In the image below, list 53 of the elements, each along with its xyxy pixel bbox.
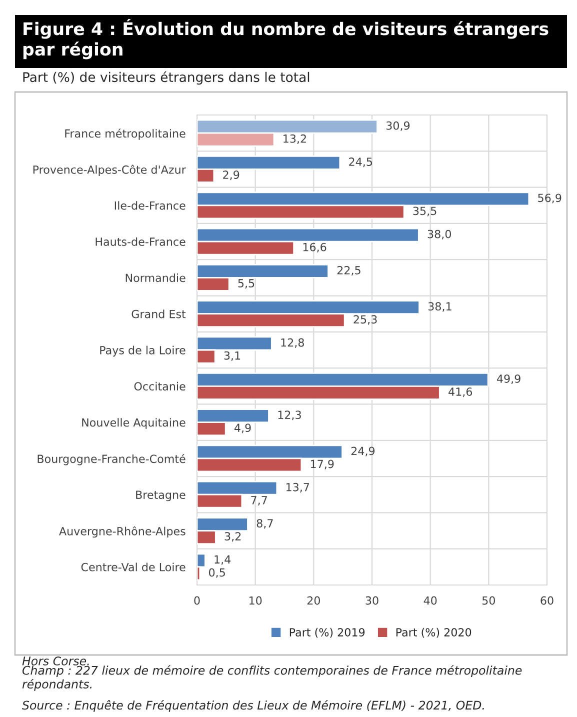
x-tick-label: 20 <box>307 596 320 605</box>
y-tick-label: Pays de la Loire <box>100 346 186 357</box>
x-tick-label: 10 <box>249 596 262 605</box>
y-tick-label: France métropolitaine <box>65 128 186 140</box>
text: Hors Corse. <box>22 656 89 666</box>
y-tick-label: Bretagne <box>136 490 186 502</box>
x-tick-label: 50 <box>482 596 495 605</box>
x-tick-label: 30 <box>366 596 378 605</box>
source-note: Source : Enquête de Fréquentation des Lieux de Mémoire (EFLM) - 2021, OED. <box>22 700 484 712</box>
data-label: 56,9 <box>538 194 562 204</box>
x-tick-label: 0 <box>194 596 200 605</box>
data-label: 38,1 <box>428 302 452 312</box>
legend-label: Part (%) 2020 <box>396 628 472 638</box>
data-label: 17,9 <box>310 460 334 470</box>
data-label: 13,2 <box>284 134 306 144</box>
data-label: 2,9 <box>223 170 240 180</box>
data-label: 49,9 <box>496 374 520 384</box>
data-label: 25,3 <box>354 315 377 325</box>
y-tick-label: Hauts-de-France <box>96 237 186 246</box>
x-tick-label: 60 <box>540 596 554 605</box>
data-label: 4,9 <box>234 424 251 434</box>
data-label: 7,7 <box>251 496 267 506</box>
y-tick-label: Grand Est <box>132 310 186 318</box>
data-label: 5,5 <box>238 279 254 289</box>
data-label: 1,4 <box>214 555 231 565</box>
y-tick-label: Bourgogne-Franche-Comté <box>38 454 186 466</box>
x-tick-label: 40 <box>424 596 437 605</box>
y-tick-label: Auvergne-Rhône-Alpes <box>59 526 186 538</box>
data-label: 24,5 <box>349 158 372 168</box>
y-tick-label: Nouvelle Aquitaine <box>82 418 186 429</box>
y-tick-label: Occitanie <box>134 382 186 391</box>
legend-label: Part (%) 2019 <box>290 628 365 638</box>
data-label: 38,0 <box>428 230 451 240</box>
y-tick-label: Normandie <box>126 273 186 282</box>
data-label: 12,3 <box>278 410 301 420</box>
data-label: 3,2 <box>224 532 241 542</box>
data-label: 0,5 <box>208 568 225 578</box>
chart-title: Figure 4 : Évolution du nombre de visiteurs étrangers par région <box>23 19 548 60</box>
data-label: 3,1 <box>224 351 240 361</box>
data-label: 13,7 <box>286 482 310 492</box>
y-tick-label: Centre-Val de Loire <box>81 562 186 572</box>
y-tick-label: Provence-Alpes-Côte d'Azur <box>33 164 186 176</box>
y-tick-label: Ile-de-France <box>114 201 186 210</box>
data-label: 30,9 <box>386 121 410 131</box>
chart-subtitle: Part (%) de visiteurs étrangers dans le total <box>23 71 310 85</box>
data-label: 35,5 <box>413 206 436 216</box>
data-label: 22,5 <box>337 266 360 276</box>
data-label: 16,6 <box>303 242 326 252</box>
data-label: 24,9 <box>351 446 375 456</box>
data-label: 8,7 <box>256 519 273 529</box>
data-label: 12,8 <box>281 338 304 348</box>
data-label: 41,6 <box>448 387 472 398</box>
text: Champ : 227 lieux de mémoire de conflits contemporaines de France métropolitaine répondants. <box>22 665 522 691</box>
